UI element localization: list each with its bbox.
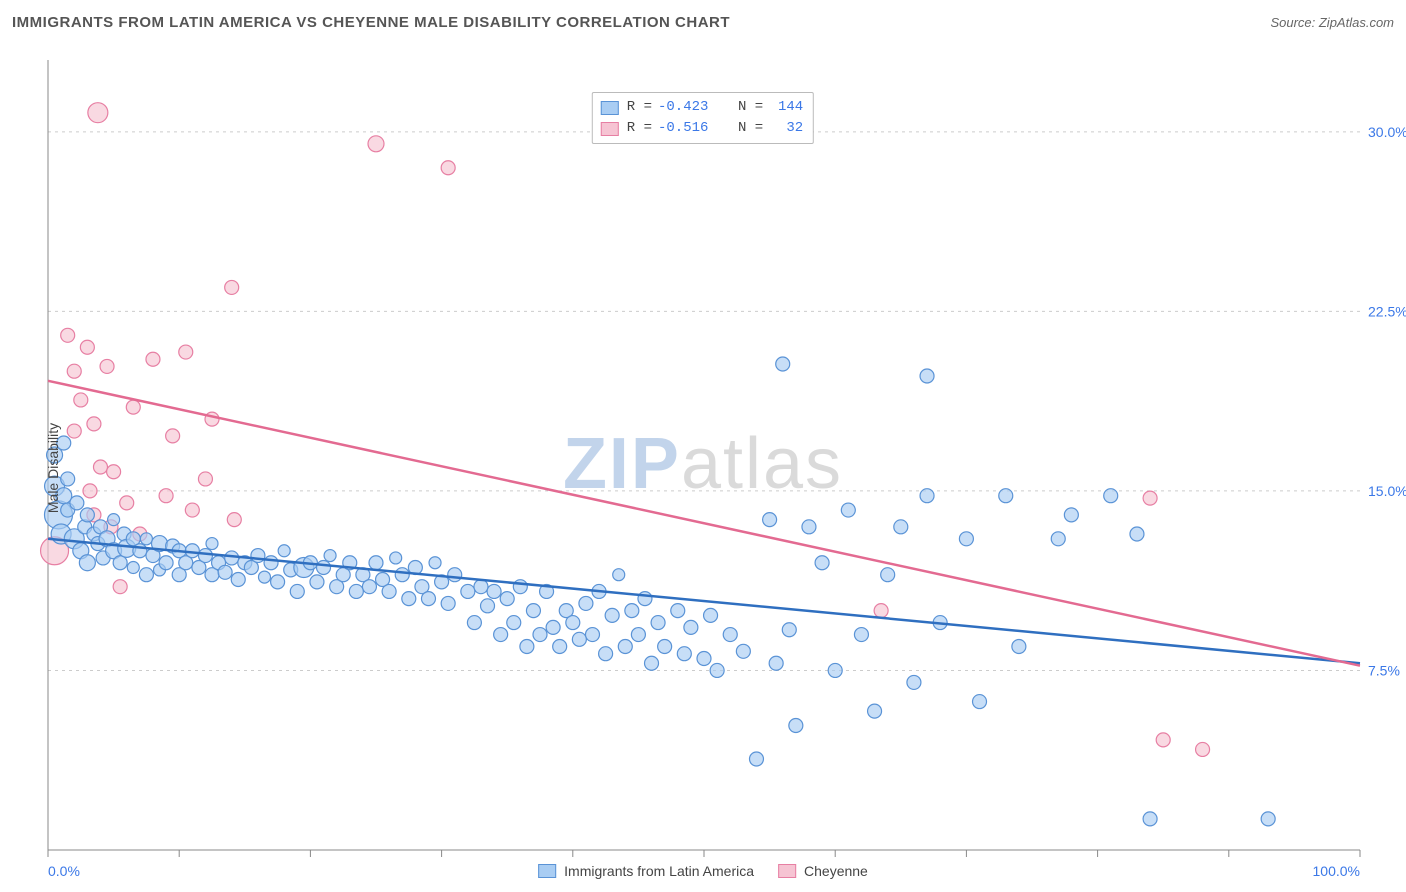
correlation-legend: R = -0.423 N = 144 R = -0.516 N = 32 xyxy=(592,92,814,144)
svg-text:15.0%: 15.0% xyxy=(1368,483,1406,499)
series-name: Cheyenne xyxy=(804,863,868,879)
svg-text:7.5%: 7.5% xyxy=(1368,662,1400,678)
svg-text:22.5%: 22.5% xyxy=(1368,303,1406,319)
r-value: -0.423 xyxy=(658,97,718,118)
svg-text:100.0%: 100.0% xyxy=(1313,863,1360,879)
legend-row: R = -0.423 N = 144 xyxy=(601,97,803,118)
legend-row: R = -0.516 N = 32 xyxy=(601,118,803,139)
n-label: N = xyxy=(738,97,763,118)
chart-source: Source: ZipAtlas.com xyxy=(1270,15,1394,30)
r-value: -0.516 xyxy=(658,118,718,139)
chart-title: IMMIGRANTS FROM LATIN AMERICA VS CHEYENN… xyxy=(12,14,730,31)
svg-text:30.0%: 30.0% xyxy=(1368,124,1406,140)
r-label: R = xyxy=(627,97,652,118)
series-legend: Immigrants from Latin America Cheyenne xyxy=(538,862,868,880)
y-axis-label: Male Disability xyxy=(45,423,61,513)
plot-area: Male Disability 7.5% 15.0% 22.5% 30.0% 0.0% 1… xyxy=(0,44,1406,892)
n-value: 144 xyxy=(769,97,803,118)
r-label: R = xyxy=(627,118,652,139)
n-value: 32 xyxy=(769,118,803,139)
series-name: Immigrants from Latin America xyxy=(564,863,754,879)
series-legend-item: Immigrants from Latin America xyxy=(538,863,754,879)
series-legend-item: Cheyenne xyxy=(778,863,868,879)
legend-swatch xyxy=(538,864,556,878)
legend-swatch xyxy=(601,122,619,136)
svg-text:0.0%: 0.0% xyxy=(48,863,80,879)
legend-swatch xyxy=(778,864,796,878)
n-label: N = xyxy=(738,118,763,139)
chart-svg: 7.5% 15.0% 22.5% 30.0% 0.0% 100.0% xyxy=(0,44,1406,892)
legend-swatch xyxy=(601,101,619,115)
